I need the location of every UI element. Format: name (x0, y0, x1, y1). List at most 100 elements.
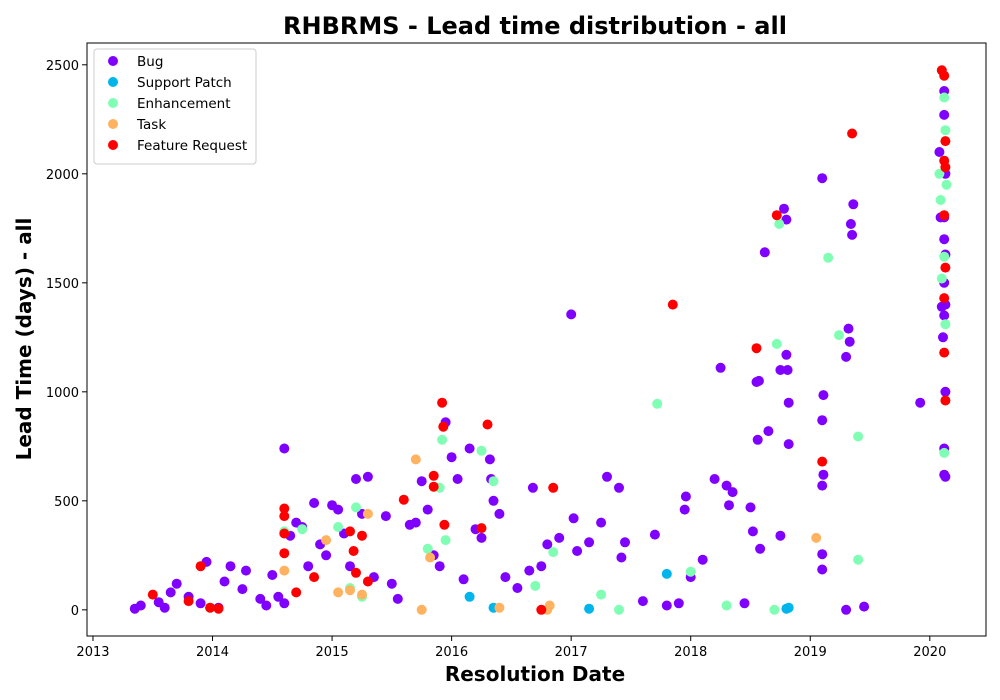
data-point (679, 504, 690, 515)
y-tick-label: 0 (71, 604, 79, 619)
data-point (779, 203, 789, 214)
data-point (848, 199, 859, 210)
data-point (544, 600, 555, 611)
data-point (183, 596, 194, 607)
data-point (458, 574, 469, 585)
data-point (512, 583, 523, 593)
data-point (255, 593, 266, 604)
x-tick-label: 2019 (794, 645, 827, 660)
data-point (416, 476, 427, 487)
data-point (362, 508, 373, 519)
data-point (476, 532, 487, 543)
x-tick-label: 2018 (674, 645, 707, 660)
data-point (721, 600, 732, 611)
data-point (940, 262, 951, 273)
data-point (225, 561, 236, 572)
data-point (410, 454, 421, 465)
data-point (348, 546, 359, 556)
data-point (940, 136, 951, 147)
data-point (817, 480, 828, 491)
data-point (333, 504, 344, 515)
data-point (297, 524, 308, 535)
data-point (273, 591, 284, 602)
x-tick-label: 2014 (196, 645, 229, 660)
data-point (345, 526, 355, 537)
y-axis-label: Lead Time (days) - all (12, 218, 36, 461)
data-point (195, 561, 206, 572)
data-point (661, 568, 672, 579)
data-point (572, 546, 583, 556)
data-point (775, 530, 786, 541)
data-point (616, 552, 627, 563)
data-point (241, 565, 251, 576)
y-tick-label: 500 (54, 495, 79, 510)
data-point (939, 293, 950, 304)
data-point (596, 589, 607, 600)
data-point (380, 511, 391, 522)
data-point (279, 503, 290, 514)
data-point (763, 426, 774, 437)
data-point (818, 469, 829, 480)
data-point (940, 386, 951, 397)
data-point (351, 567, 361, 578)
data-point (940, 395, 951, 406)
data-point (939, 92, 950, 103)
data-point (939, 310, 950, 321)
legend-label: Bug (137, 54, 163, 70)
data-point (783, 602, 794, 613)
data-point (440, 535, 451, 546)
data-point (219, 576, 230, 587)
y-tick-label: 2500 (46, 59, 79, 74)
x-tick-label: 2017 (555, 645, 588, 660)
data-point (422, 504, 433, 515)
data-point (680, 491, 691, 502)
data-point (425, 552, 436, 563)
data-point (279, 528, 290, 539)
legend-marker (108, 98, 118, 108)
data-point (939, 251, 950, 262)
data-point (753, 375, 764, 386)
data-point (527, 482, 538, 493)
data-point (649, 529, 660, 540)
data-point (476, 445, 487, 456)
data-point (279, 511, 290, 522)
data-point (771, 338, 782, 349)
data-point (542, 539, 553, 550)
series-task (279, 454, 822, 615)
data-point (853, 431, 864, 442)
data-point (853, 554, 864, 565)
data-point (205, 602, 216, 613)
data-point (940, 319, 951, 330)
data-point (935, 195, 946, 205)
data-point (333, 587, 344, 598)
data-point (566, 309, 577, 320)
data-point (279, 443, 290, 454)
data-point (939, 234, 950, 245)
data-point (135, 600, 146, 611)
data-point (165, 587, 176, 598)
data-point (195, 598, 206, 609)
data-point (416, 604, 427, 615)
data-point (847, 229, 858, 240)
data-point (476, 523, 487, 534)
data-point (422, 543, 433, 554)
data-point (936, 273, 947, 284)
data-point (759, 247, 770, 258)
data-point (500, 572, 511, 583)
data-point (261, 600, 272, 611)
legend-box (93, 48, 257, 165)
data-point (775, 365, 786, 375)
plot-points (129, 65, 952, 615)
data-point (439, 519, 450, 530)
data-point (428, 481, 439, 492)
plot-frame (86, 42, 987, 637)
chart-title: RHBRMS - Lead time distribution - all (283, 12, 787, 40)
data-point (817, 564, 828, 575)
data-point (596, 517, 607, 528)
data-point (939, 347, 950, 358)
data-point (841, 604, 852, 615)
data-point (940, 471, 951, 482)
data-point (536, 604, 547, 615)
data-point (279, 565, 290, 576)
data-point (279, 598, 290, 609)
